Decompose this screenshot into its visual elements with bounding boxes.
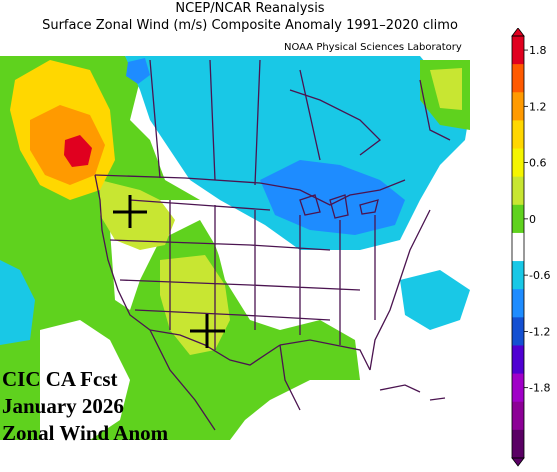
colorbar-label: 1.8 [529, 44, 547, 57]
colorbar-segment [512, 120, 524, 150]
forecast-label-line2: January 2026 [2, 394, 124, 418]
colorbar-segments [512, 36, 524, 459]
forecast-label-line3: Zonal Wind Anom [2, 421, 169, 445]
colorbar-segment [512, 176, 524, 206]
us-coastline-east [369, 209, 431, 371]
colorbar-segment [512, 148, 524, 178]
colorbar-segment [512, 289, 524, 318]
us-mexico-border [149, 329, 281, 366]
great-lakes [299, 194, 379, 219]
anomaly-region-blue-north [126, 58, 150, 84]
colorbar-segment [512, 204, 524, 234]
us-coastline-west [94, 174, 151, 331]
colorbar-label: 0.6 [529, 157, 547, 170]
mexico-coast [149, 329, 301, 431]
gulf-coast [279, 339, 371, 371]
anomaly-region-red [64, 135, 92, 167]
colorbar-label: -1.2 [529, 325, 550, 338]
colorbar-label: -0.6 [529, 269, 550, 282]
colorbar-segment [512, 429, 524, 459]
anomaly-region-cyan-east [400, 270, 470, 330]
anomaly-region-lightgreen-northwest [100, 180, 175, 250]
colorbar-segment [512, 401, 524, 431]
colorbar-bottom-arrow [511, 457, 525, 467]
forecast-marker-southwest [190, 314, 225, 348]
colorbar-segment [512, 373, 524, 403]
colorbar-segment [512, 345, 524, 375]
map-title-line2: Surface Zonal Wind (m/s) Composite Anoma… [42, 18, 458, 33]
anomaly-region-neutral-southwest [40, 320, 130, 440]
colorbar-segment [512, 232, 524, 262]
colorbar-frame [511, 35, 525, 459]
credit-text: NOAA Physical Sciences Laboratory [284, 42, 462, 53]
colorbar-ticks [524, 49, 528, 389]
anomaly-map [0, 56, 500, 440]
colorbar-labels: 1.8 1.2 0.6 0 -0.6 -1.2 -1.8 [529, 44, 550, 395]
colorbar: 1.8 1.2 0.6 0 -0.6 -1.2 -1.8 [511, 28, 550, 467]
colorbar-label: -1.8 [529, 382, 550, 395]
forecast-label-line1: CIC CA Fcst [2, 367, 118, 391]
canada-provinces [149, 59, 451, 186]
state-lines [109, 199, 376, 350]
colorbar-segment [512, 317, 524, 346]
anomaly-region-blue-greatlakes [260, 160, 405, 235]
colorbar-segment [512, 64, 524, 93]
map-boundaries [94, 59, 451, 431]
forecast-marker-northwest [113, 195, 147, 228]
anomaly-region-lightgreen-northeast [430, 68, 462, 110]
colorbar-segment [512, 36, 524, 65]
hudson-bay [289, 89, 381, 156]
colorbar-segment [512, 261, 524, 290]
colorbar-label: 1.2 [529, 100, 547, 113]
anomaly-region-neutral-land [110, 200, 420, 335]
us-canada-border [94, 174, 406, 206]
colorbar-segment [512, 92, 524, 121]
caribbean-islands [379, 384, 446, 401]
anomaly-region-cyan-west [0, 260, 35, 345]
map-title-line1: NCEP/NCAR Reanalysis [175, 1, 325, 16]
colorbar-label: 0 [529, 213, 536, 226]
colorbar-top-arrow [511, 28, 525, 37]
